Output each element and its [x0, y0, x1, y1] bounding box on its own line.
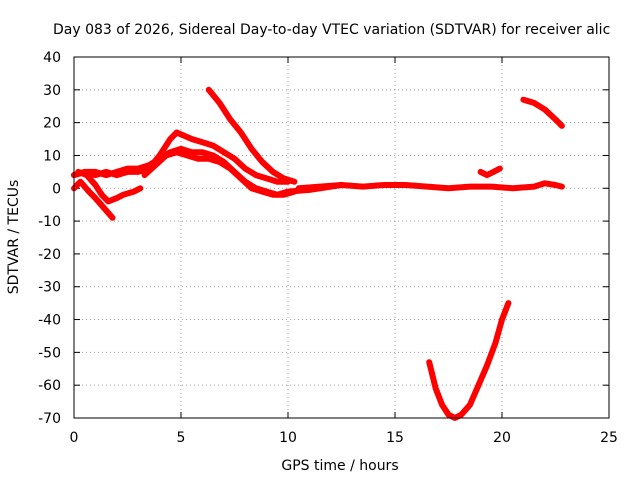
x-tick-labels: 0 5 10 15 20 25	[70, 430, 618, 446]
plot-frame	[73, 56, 610, 419]
y-tick-label: 20	[43, 116, 61, 132]
series-arc-07	[205, 86, 298, 185]
y-tick-label: -30	[38, 280, 61, 296]
x-tick-label: 25	[600, 430, 618, 446]
series-arc-06	[141, 149, 298, 198]
y-tick-label: 10	[43, 148, 61, 164]
y-tick-label: -50	[38, 345, 61, 361]
x-tick-label: 15	[386, 430, 404, 446]
series-arc-02	[75, 168, 144, 205]
series-arc-08	[295, 180, 565, 192]
y-tick-label: -40	[38, 313, 61, 329]
x-tick-label: 20	[493, 430, 511, 446]
series-arc-09	[520, 96, 565, 129]
chart-title: Day 083 of 2026, Sidereal Day-to-day VTE…	[53, 22, 610, 38]
series-arc-10	[477, 165, 503, 179]
y-tick-labels: -70 -60 -50 -40 -30 -20 -10 0 10 20 30 40	[38, 50, 61, 427]
y-tick-label: -60	[38, 378, 61, 394]
y-tick-label: 0	[52, 181, 61, 197]
x-axis-label: GPS time / hours	[281, 458, 398, 474]
y-tick-label: -70	[38, 411, 61, 427]
series-arc-04	[173, 129, 291, 185]
x-tick-label: 10	[279, 430, 297, 446]
y-tick-label: 30	[43, 83, 61, 99]
series-layer	[71, 86, 565, 421]
y-tick-label: -20	[38, 247, 61, 263]
y-axis-label: SDTVAR / TECUs	[6, 180, 22, 295]
grid-lines	[74, 57, 609, 418]
tick-marks	[73, 56, 610, 419]
y-tick-label: -10	[38, 214, 61, 230]
series-arc-11	[426, 300, 512, 421]
series-arc-01	[71, 178, 116, 221]
y-tick-label: 40	[43, 50, 61, 66]
x-tick-label: 5	[177, 430, 186, 446]
x-tick-label: 0	[70, 430, 79, 446]
